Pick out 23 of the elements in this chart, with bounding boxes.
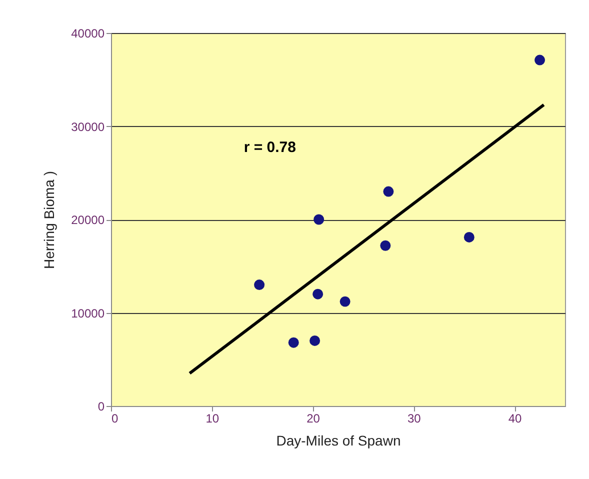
y-tick-label: 0 (98, 400, 105, 414)
y-tick-label: 40000 (71, 26, 105, 40)
x-tick-label: 40 (508, 412, 522, 426)
x-tick-label: 20 (306, 412, 320, 426)
point (380, 240, 391, 251)
point (534, 54, 546, 66)
point (383, 186, 394, 197)
y-tick-label: 20000 (71, 213, 105, 227)
x-tick-label: 10 (206, 412, 220, 426)
point (310, 335, 320, 346)
point (464, 232, 474, 242)
point (340, 296, 350, 307)
x-tick-label: 0 (112, 412, 118, 426)
annotation: r = 0.78 (244, 138, 296, 156)
point (312, 288, 324, 300)
point (254, 280, 265, 290)
x-tick-label: 30 (407, 412, 422, 426)
y-tick-label: 30000 (71, 120, 105, 134)
y-tick-label: 10000 (71, 306, 105, 320)
point (314, 214, 324, 225)
y-axis-title: Herring Bioma ) (41, 170, 58, 270)
x-axis-title: Day-Miles of Spawn (276, 432, 401, 448)
point (288, 337, 299, 348)
